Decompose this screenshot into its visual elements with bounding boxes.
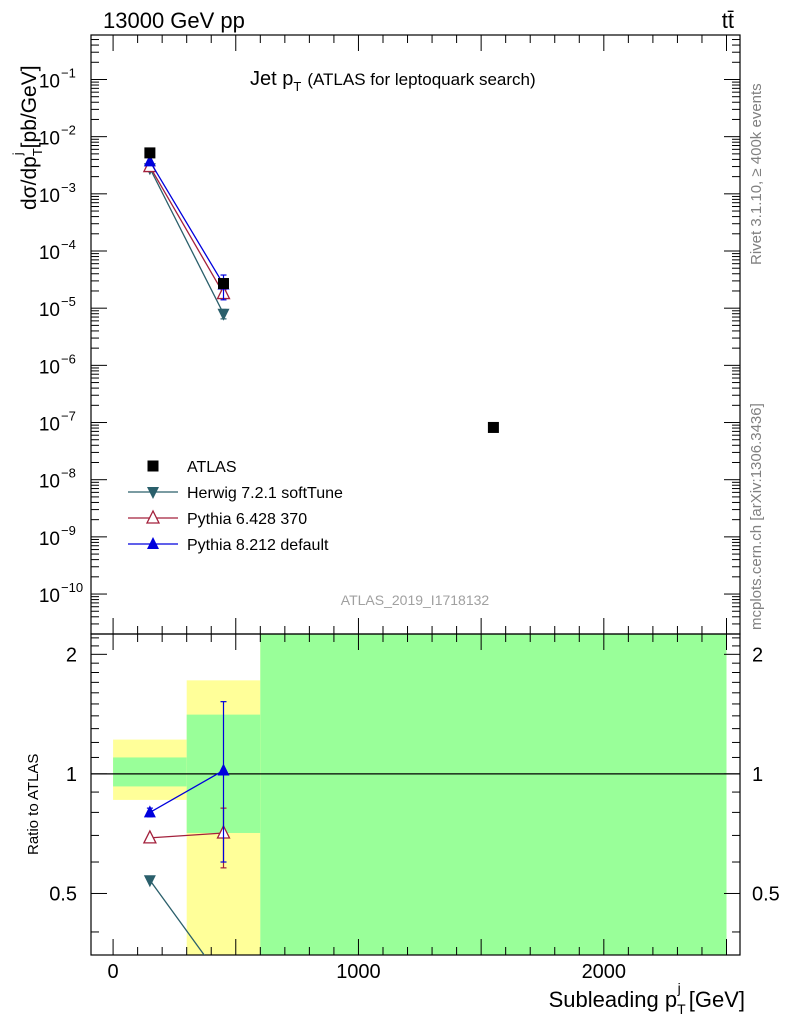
legend-item-pythia-6-428-370-label: Pythia 6.428 370 xyxy=(187,511,307,528)
legend-item-pythia-8-212-default-label: Pythia 8.212 default xyxy=(187,537,329,554)
x-tick-label: 0 xyxy=(108,961,119,983)
legend-item-pythia-8-212-default-marker xyxy=(147,537,159,549)
main-axis-ticks: 10 −110 −210 −310 −410 −510 −610 −710 −810 −910 −1… xyxy=(39,35,740,635)
xlabel-sup: j xyxy=(677,980,681,996)
xlabel-text: Subleading p xyxy=(549,987,677,1012)
process-label: tt̄ xyxy=(722,8,734,33)
main-ylabel-sub: T xyxy=(30,148,45,156)
ratio-pythia-8-212-default-point xyxy=(143,805,156,818)
ratio-herwig-7-2-1-softtune-line xyxy=(149,879,205,955)
ratio-y-tick-label: 2 xyxy=(66,644,77,666)
main-y-tick-label: 10 xyxy=(39,357,60,378)
main-atlas-point xyxy=(144,147,156,159)
x-tick-label: 1000 xyxy=(336,961,381,983)
band-green-2 xyxy=(260,634,727,955)
main-y-tick-exponent: −5 xyxy=(61,294,76,309)
main-title-suffix: (ATLAS for leptoquark search) xyxy=(307,70,535,89)
main-atlas-point xyxy=(487,421,499,433)
ratio-axis-ticks: 0.5 0.5 1 1 2 2 0 1000 2000 xyxy=(49,634,780,983)
ratio-plot-frame xyxy=(90,633,741,956)
main-title: Jet pT (ATLAS for leptoquark search) xyxy=(250,68,536,94)
main-y-tick-exponent: −8 xyxy=(61,466,76,481)
main-herwig-7-2-1-softtune-point xyxy=(217,308,230,321)
mcplots-label: mcplots.cern.ch [arXiv:1306.3436] xyxy=(748,403,765,630)
xlabel-suffix: [GeV] xyxy=(689,987,745,1012)
ratio-pythia-6-428-370-point xyxy=(142,829,157,844)
ratio-y-tick-label-right: 0.5 xyxy=(752,883,780,905)
legend-item-herwig-7-2-1-softtune-marker xyxy=(147,487,159,499)
main-y-tick-label: 10 xyxy=(39,129,60,150)
ratio-y-axis-label: Ratio to ATLAS xyxy=(25,754,42,855)
rivet-label: Rivet 3.1.10, ≥ 400k events xyxy=(748,83,765,265)
main-y-tick-exponent: −3 xyxy=(61,180,76,195)
main-ylabel-suffix: [pb/GeV] xyxy=(18,65,41,148)
main-pythia-6-428-370-line xyxy=(149,166,225,294)
main-pythia-8-212-default-line xyxy=(149,161,225,285)
legend-item-herwig-7-2-1-softtune-label: Herwig 7.2.1 softTune xyxy=(187,485,343,502)
legend-item-atlas-marker xyxy=(147,460,159,472)
main-y-tick-label: 10 xyxy=(39,529,60,550)
main-y-tick-label: 10 xyxy=(39,243,60,264)
main-y-axis-label: dσ/dpTj [pb/GeV] xyxy=(10,65,45,210)
legend-item-pythia-6-428-370-marker xyxy=(145,509,161,524)
main-y-tick-exponent: −9 xyxy=(61,523,76,538)
legend-item-atlas-label: ATLAS xyxy=(187,459,237,476)
main-ylabel-text: dσ/dp xyxy=(18,156,41,210)
main-y-tick-exponent: −4 xyxy=(61,237,76,252)
main-y-tick-label: 10 xyxy=(39,472,60,493)
main-ylabel-sup: j xyxy=(10,152,25,156)
analysis-watermark: ATLAS_2019_I1718132 xyxy=(341,592,490,608)
main-pythia-8-212-default-point xyxy=(143,154,156,167)
main-atlas-point xyxy=(217,278,229,290)
main-y-tick-exponent: −6 xyxy=(61,351,76,366)
ratio-pythia-6-428-370-line xyxy=(149,832,224,839)
ratio-y-tick-label-right: 2 xyxy=(752,644,763,666)
main-y-tick-label: 10 xyxy=(39,586,60,607)
main-y-tick-label: 10 xyxy=(39,186,60,207)
main-y-tick-label: 10 xyxy=(39,415,60,436)
main-y-tick-label: 10 xyxy=(39,71,60,92)
x-axis-label: Subleading pTj [GeV] xyxy=(549,980,745,1017)
energy-label: 13000 GeV pp xyxy=(103,8,245,33)
main-y-tick-exponent: −10 xyxy=(61,580,83,595)
ratio-y-tick-label: 1 xyxy=(66,764,77,786)
main-data-series xyxy=(142,147,499,433)
ratio-herwig-7-2-1-softtune-point xyxy=(217,977,229,989)
main-y-tick-exponent: −2 xyxy=(61,123,76,138)
main-y-tick-exponent: −7 xyxy=(61,409,76,424)
ratio-pythia-8-212-default-line xyxy=(149,769,224,813)
band-green-0 xyxy=(113,757,187,787)
main-title-sub: T xyxy=(293,79,301,94)
main-y-tick-exponent: −1 xyxy=(61,65,76,80)
ratio-y-tick-label-right: 1 xyxy=(752,764,763,786)
main-title-text: Jet p xyxy=(250,68,293,90)
x-tick-label: 2000 xyxy=(582,961,627,983)
main-y-tick-label: 10 xyxy=(39,300,60,321)
ratio-uncertainty-bands xyxy=(113,634,727,955)
main-herwig-7-2-1-softtune-line xyxy=(149,167,225,315)
ratio-herwig-7-2-1-softtune-point xyxy=(143,875,156,888)
xlabel-sub: T xyxy=(677,1001,686,1017)
ratio-y-tick-label: 0.5 xyxy=(49,883,77,905)
legend: ATLAS Herwig 7.2.1 softTune Pythia 6.428 3… xyxy=(128,459,343,554)
ratio-data-series xyxy=(142,701,231,989)
ratio-pythia-8-212-default-point xyxy=(217,763,230,776)
